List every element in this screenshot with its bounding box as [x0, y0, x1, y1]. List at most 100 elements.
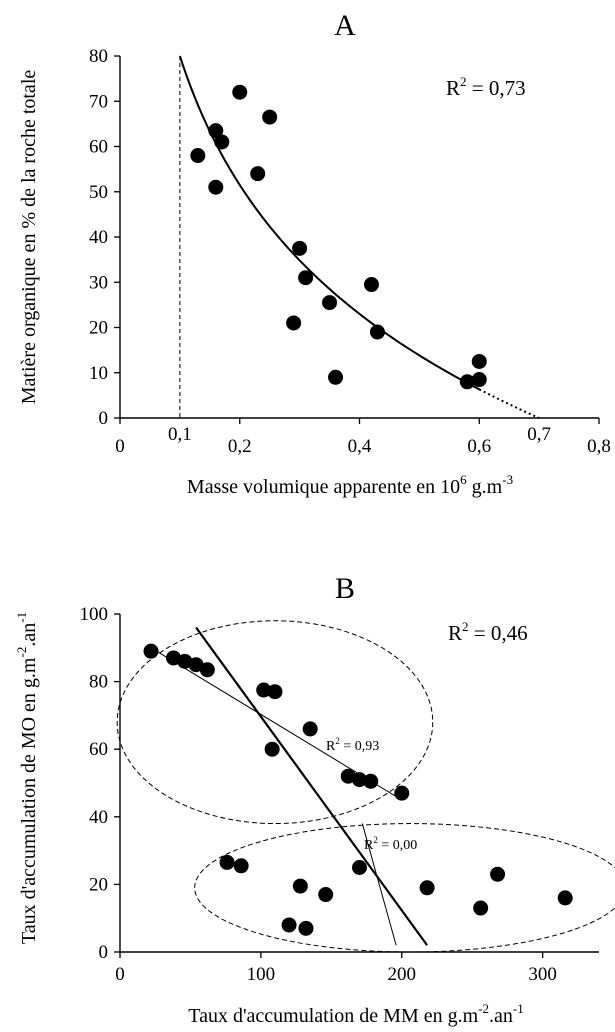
- panel-b-r2-lower-r: R: [364, 838, 374, 853]
- panel-b-data-point: [352, 772, 367, 788]
- panel-a-x-title-sup2: -3: [502, 472, 513, 487]
- panel-a-y-axis-title: Matière organique en % de la roche total…: [18, 70, 40, 405]
- panel-a-x-title-part2: g.m: [467, 476, 503, 498]
- panel-b-y-title-part2: .an: [18, 623, 40, 647]
- panel-b-r2-upper-annotation: R2 = 0,93: [326, 736, 379, 754]
- panel-a-data-point: [369, 324, 385, 340]
- panel-b-r2-lower-sup: 2: [373, 835, 378, 845]
- panel-a-y-tick-label: 0: [99, 408, 109, 429]
- panel-a-y-tick-label: 30: [89, 272, 108, 293]
- panel-b-x-title-part1: Taux d'accumulation de MM en g.m: [188, 1005, 478, 1027]
- panel-b-x-axis-title: Taux d'accumulation de MM en g.m-2.an-1: [188, 1001, 524, 1027]
- panel-a-y-tick-label: 80: [89, 46, 108, 67]
- panel-b-r2-r: R: [448, 621, 462, 645]
- panel-b-x-tick-label: 300: [528, 964, 557, 985]
- panel-b-data-point: [233, 858, 249, 874]
- panel-a-data-point: [471, 372, 487, 388]
- panel-b-cluster-ellipses: [116, 620, 615, 953]
- panel-b-r2-upper-sup: 2: [335, 736, 340, 746]
- panel-b-x-title-part2: .an: [489, 1005, 513, 1027]
- panel-a-r2-sup: 2: [460, 74, 467, 89]
- panel-a-y-tick-label: 10: [89, 363, 108, 384]
- panel-a-data-point: [286, 315, 302, 331]
- panel-a-data-point: [322, 295, 338, 311]
- panel-b-cluster-ellipse-lower: [194, 823, 615, 953]
- panel-b-data-point: [419, 880, 435, 896]
- panel-b-r2-sup: 2: [462, 619, 469, 634]
- panel-b-fit-line-lower: [361, 823, 397, 946]
- panel-b-r2-value: = 0,46: [469, 621, 528, 645]
- panel-b-data-point: [340, 768, 356, 784]
- panel-b-letter: B: [335, 572, 355, 605]
- panel-b-r2-lower-value: = 0,00: [378, 838, 417, 853]
- panel-b-y-tick-label: 20: [89, 874, 108, 895]
- panel-b-r2-lower-annotation: R2 = 0,00: [364, 835, 417, 853]
- panel-a-y-tick-label: 50: [89, 182, 108, 203]
- panel-b-y-title-sup2: -1: [14, 612, 29, 623]
- panel-a-x-extra-tick-label: 0,7: [527, 424, 551, 445]
- panel-a-data-point: [292, 240, 308, 256]
- panel-b-data-points: [143, 643, 573, 936]
- panel-b-data-point: [199, 662, 215, 678]
- panel-b-data-point: [292, 878, 308, 894]
- panel-b-data-point: [188, 657, 204, 673]
- panel-a-ticks: 0 10 20 30 40 50 60 70 80 0 0,2 0,4 0,6 0,8 0,1 0,7: [89, 46, 611, 457]
- panel-b-x-title-sup2: -1: [513, 1001, 524, 1016]
- panel-b-y-tick-label: 0: [99, 942, 109, 963]
- panel-a-fit-curve-dotted: [478, 388, 540, 419]
- panel-b-y-title-sup1: -2: [14, 647, 29, 658]
- panel-a-x-tick-label: 0,6: [467, 436, 491, 457]
- panel-b-x-tick-label: 100: [247, 964, 276, 985]
- panel-a-x-title-sup1: 6: [460, 472, 467, 487]
- panel-b-data-point: [219, 854, 235, 870]
- panel-b-cluster-ellipse-upper: [116, 620, 434, 825]
- panel-a-x-tick-label: 0,2: [228, 436, 252, 457]
- panel-b-r2-upper-r: R: [326, 739, 336, 754]
- panel-b-data-point: [264, 741, 280, 757]
- panel-a-data-point: [190, 148, 206, 164]
- panel-a-x-tick-label: 0: [115, 436, 125, 457]
- panel-b-data-point: [143, 643, 159, 659]
- panel-b-y-tick-label: 100: [80, 604, 109, 625]
- panel-b-data-point: [490, 866, 506, 882]
- panel-a-x-extra-tick-label: 0,1: [168, 424, 192, 445]
- panel-a-data-point: [208, 179, 224, 195]
- panel-b-data-point: [177, 653, 193, 669]
- panel-a-data-point: [214, 134, 230, 150]
- panel-a-r2-value: = 0,73: [467, 76, 526, 100]
- panel-b-data-point: [256, 682, 272, 698]
- panel-b-y-tick-label: 60: [89, 739, 108, 760]
- panel-b-chart: B 0 20 40 60 80 100 0 100 200 300 Taux d'accumula…: [14, 572, 615, 1027]
- panel-a-x-title-part1: Masse volumique apparente en 10: [187, 476, 460, 498]
- panel-b-data-point: [281, 917, 297, 933]
- panel-a-data-points: [190, 84, 487, 390]
- panel-a-data-point: [298, 270, 314, 286]
- panel-a-y-tick-label: 40: [89, 227, 108, 248]
- panel-a-y-tick-label: 60: [89, 137, 108, 158]
- panel-a-fit-curve: [178, 55, 480, 391]
- panel-b-y-title-part1: Taux d'accumulation de MO en g.m: [18, 657, 40, 944]
- panel-b-data-point: [394, 785, 410, 801]
- panel-a-r2-annotation: R2 = 0,73: [446, 74, 526, 100]
- panel-b-x-title-sup1: -2: [478, 1001, 489, 1016]
- panel-a-data-point: [262, 109, 278, 125]
- panel-b-ticks: 0 20 40 60 80 100 0 100 200 300: [80, 604, 557, 985]
- panel-a-data-point: [208, 123, 224, 139]
- panel-a-r2-r: R: [446, 76, 460, 100]
- panel-b-data-point: [557, 890, 573, 906]
- panel-b-y-tick-label: 40: [89, 807, 108, 828]
- panel-b-y-tick-label: 80: [89, 672, 108, 693]
- panel-b-data-point: [267, 684, 283, 700]
- panel-b-r2-upper-value: = 0,93: [340, 739, 379, 754]
- panel-b-x-tick-label: 200: [388, 964, 417, 985]
- panel-a-letter: A: [334, 9, 356, 42]
- panel-a-data-point: [459, 374, 475, 390]
- panel-b-data-point: [318, 887, 334, 903]
- panel-b-fit-lines: [156, 626, 429, 946]
- panel-b-data-point: [302, 721, 318, 737]
- panel-a-chart: A 0 10 20 30 40 50 60 70 80 0 0,2 0,4 0,6 0,8 0,1 0,7 M…: [18, 9, 611, 498]
- panel-b-data-point: [473, 900, 489, 916]
- panel-b-data-point: [363, 773, 379, 789]
- panel-a-data-point: [250, 166, 266, 182]
